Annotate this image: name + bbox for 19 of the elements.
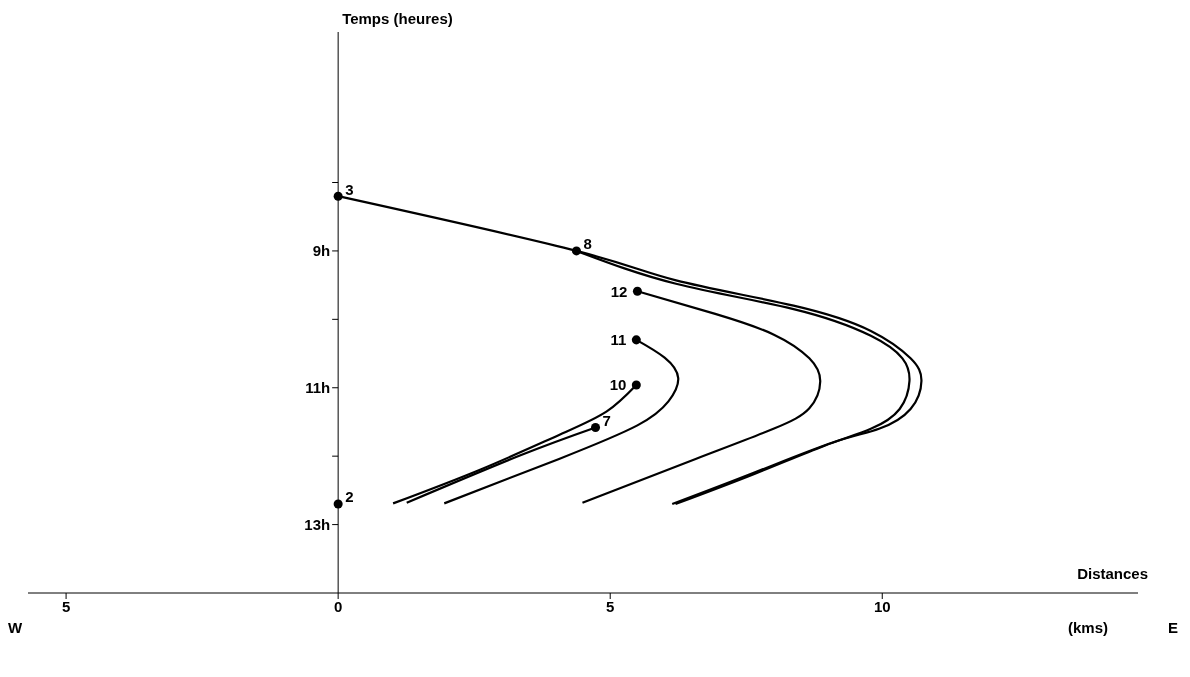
annotation: 3 bbox=[345, 180, 354, 198]
y-tick-label: 11h bbox=[305, 379, 331, 397]
y-tick-label: 13h bbox=[304, 515, 331, 533]
y-tick-label: 9h bbox=[312, 242, 331, 260]
annotation: 8 bbox=[583, 235, 592, 253]
annotation: 10 bbox=[609, 376, 627, 394]
annotation: 12 bbox=[610, 282, 628, 300]
annotation: 11 bbox=[610, 331, 627, 349]
text: (kms) bbox=[1067, 619, 1108, 636]
annotation: 7 bbox=[602, 411, 611, 429]
x-axis-title: Distances bbox=[1077, 565, 1148, 582]
x-tick-label: 5 bbox=[606, 597, 615, 615]
x-tick-label: 0 bbox=[333, 597, 343, 615]
text: W bbox=[8, 619, 23, 636]
annotation: 2 bbox=[345, 488, 354, 506]
text: E bbox=[1167, 619, 1178, 636]
x-tick-label: 5 bbox=[61, 597, 71, 615]
y-axis-title: Temps (heures) bbox=[342, 10, 453, 27]
x-tick-label: 10 bbox=[873, 597, 891, 615]
